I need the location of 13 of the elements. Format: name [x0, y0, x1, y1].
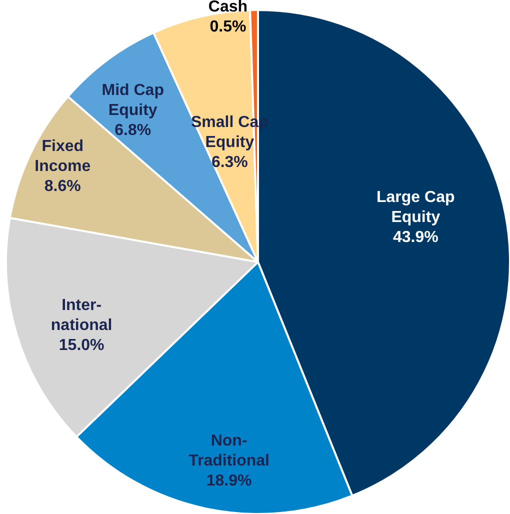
slice-label: Cash — [208, 0, 248, 16]
slice-label: Fixed Income — [34, 138, 91, 175]
data-label: 6.3% — [211, 154, 248, 171]
data-label: 6.8% — [114, 122, 152, 140]
data-label: 18.9% — [206, 472, 252, 490]
slice-label: Non- Traditional — [188, 432, 270, 470]
data-label: 8.6% — [44, 178, 81, 195]
slice-label: Mid Cap Equity — [102, 82, 164, 120]
data-label: 15.0% — [58, 337, 104, 354]
data-label: 43.9% — [392, 228, 438, 246]
slice-label: Inter- national — [50, 297, 112, 334]
slice-label: Large Cap Equity — [376, 188, 455, 226]
data-label: 0.5% — [210, 18, 246, 36]
